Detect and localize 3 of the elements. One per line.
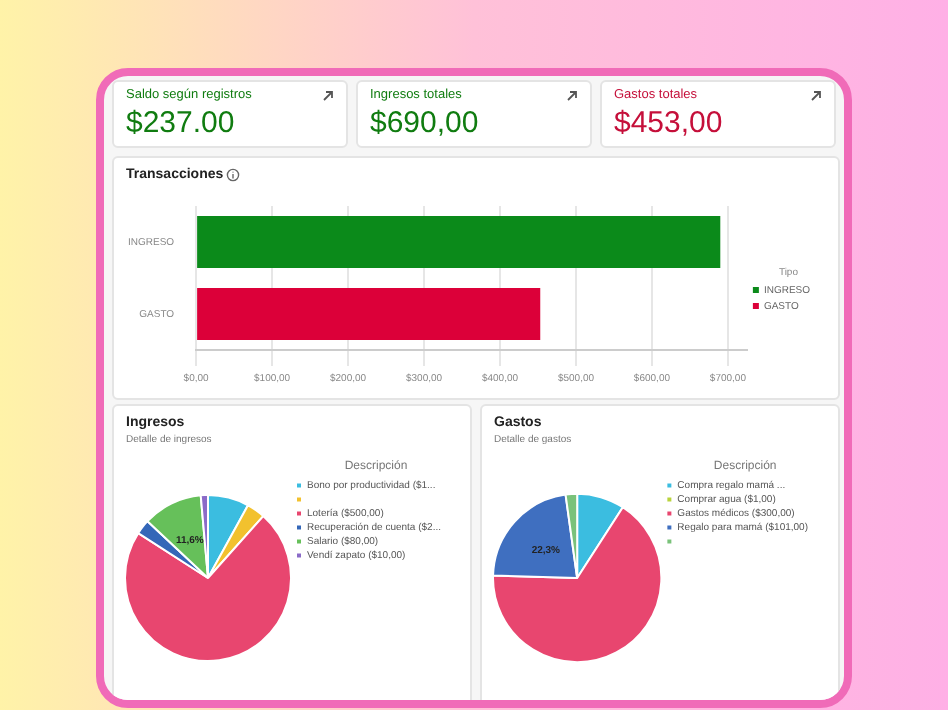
text: $453,00 <box>614 106 723 140</box>
text: $237.00 <box>126 106 235 140</box>
text: $690,00 <box>370 106 479 140</box>
